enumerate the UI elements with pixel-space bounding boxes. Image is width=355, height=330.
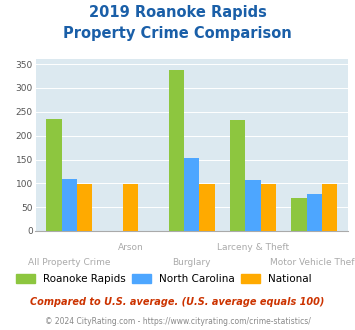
Bar — [46, 119, 61, 231]
Text: Larceny & Theft: Larceny & Theft — [217, 243, 289, 251]
Text: © 2024 CityRating.com - https://www.cityrating.com/crime-statistics/: © 2024 CityRating.com - https://www.city… — [45, 317, 310, 326]
Bar — [184, 158, 200, 231]
Text: Motor Vehicle Theft: Motor Vehicle Theft — [270, 258, 355, 267]
Bar — [61, 179, 77, 231]
Bar — [261, 184, 276, 231]
Bar — [291, 198, 307, 231]
Text: Burglary: Burglary — [173, 258, 211, 267]
Bar — [322, 184, 337, 231]
Bar — [200, 184, 215, 231]
Text: Compared to U.S. average. (U.S. average equals 100): Compared to U.S. average. (U.S. average … — [30, 297, 325, 307]
Text: Arson: Arson — [118, 243, 143, 251]
Bar — [307, 194, 322, 231]
Bar — [169, 70, 184, 231]
Text: All Property Crime: All Property Crime — [28, 258, 110, 267]
Bar — [123, 184, 138, 231]
Legend: Roanoke Rapids, North Carolina, National: Roanoke Rapids, North Carolina, National — [16, 274, 312, 284]
Bar — [77, 184, 92, 231]
Bar — [230, 120, 245, 231]
Text: 2019 Roanoke Rapids: 2019 Roanoke Rapids — [88, 5, 267, 20]
Bar — [245, 180, 261, 231]
Text: Property Crime Comparison: Property Crime Comparison — [63, 26, 292, 41]
